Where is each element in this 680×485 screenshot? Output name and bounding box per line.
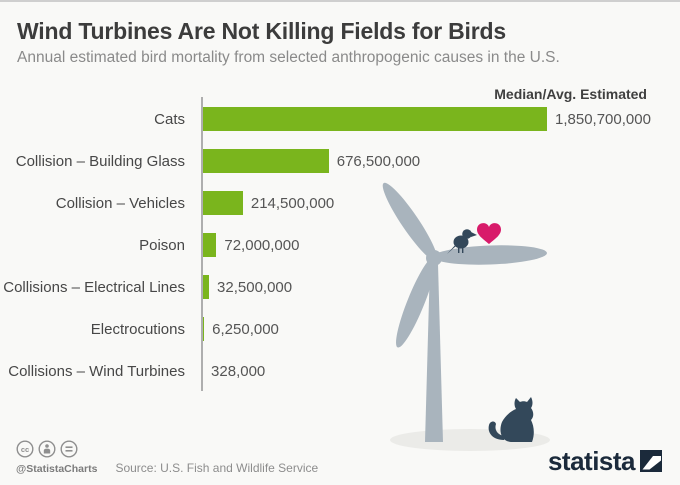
bar [203,107,547,131]
bar-zone: 328,000 [203,359,680,383]
bar-zone: 32,500,000 [203,275,680,299]
value-column-header: Median/Avg. Estimated [494,86,647,102]
chart-row: Electrocutions 6,250,000 [0,308,680,350]
bar-zone: 676,500,000 [203,149,680,173]
chart-axis-line [201,97,203,391]
bar-zone: 214,500,000 [203,191,680,215]
bar [203,191,243,215]
bar-zone: 6,250,000 [203,317,680,341]
chart-row: Collision – Vehicles 214,500,000 [0,182,680,224]
category-label: Electrocutions [90,320,185,338]
footer: cc @StatistaCharts Source: U.S. Fish and… [16,440,318,475]
bar-value-label: 328,000 [211,362,266,380]
category-label: Collisions – Wind Turbines [8,362,185,380]
category-label: Collisions – Electrical Lines [3,278,185,296]
bar-zone: 1,850,700,000 [203,107,680,131]
cat-icon [488,397,534,442]
bar-value-label: 6,250,000 [212,320,279,338]
bar-chart: Cats 1,850,700,000 Collision – Building … [0,98,680,392]
chart-row: Collisions – Wind Turbines 328,000 [0,350,680,392]
svg-text:cc: cc [21,445,29,454]
bar [203,233,217,257]
chart-row: Poison 72,000,000 [0,224,680,266]
bar-zone: 72,000,000 [203,233,680,257]
bar-value-label: 1,850,700,000 [555,110,651,128]
chart-rows: Cats 1,850,700,000 Collision – Building … [0,98,680,392]
statista-logo-mark [640,450,662,472]
bar [203,317,205,341]
source-text: Source: U.S. Fish and Wildlife Service [115,461,319,475]
statista-handle[interactable]: @StatistaCharts [16,463,98,475]
chart-row: Collision – Building Glass 676,500,000 [0,140,680,182]
bar [203,275,210,299]
bar [203,149,329,173]
license-icons: cc [16,440,318,458]
category-label: Poison [139,236,185,254]
category-label: Collision – Building Glass [15,152,185,170]
page-subtitle: Annual estimated bird mortality from sel… [17,49,560,66]
equals-icon[interactable] [60,440,78,458]
bar-value-label: 32,500,000 [217,278,293,296]
chart-row: Cats 1,850,700,000 [0,98,680,140]
ground-shadow [390,429,550,451]
credit-line: @StatistaCharts Source: U.S. Fish and Wi… [16,461,318,475]
bar-value-label: 676,500,000 [336,152,421,170]
statista-wordmark: statista [547,446,636,476]
chart-row: Collisions – Electrical Lines 32,500,000 [0,266,680,308]
statista-logo[interactable]: statista [547,446,662,476]
category-label: Cats [154,110,185,128]
bar-value-label: 214,500,000 [250,194,335,212]
attribution-icon[interactable] [38,440,56,458]
category-label: Collision – Vehicles [55,194,185,212]
page-title: Wind Turbines Are Not Killing Fields for… [17,18,506,44]
bar-value-label: 72,000,000 [224,236,300,254]
cc-icon[interactable]: cc [16,440,34,458]
